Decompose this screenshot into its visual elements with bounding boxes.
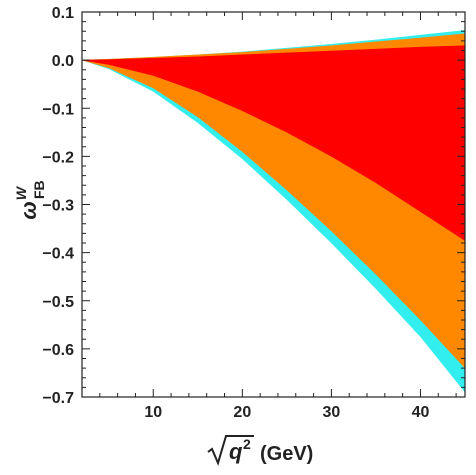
sqrt-symbol (207, 435, 254, 466)
y-tick-label: −0.5 (42, 294, 74, 311)
y-tick-label: −0.3 (42, 198, 74, 215)
y-axis-label: ωW FB (13, 180, 47, 219)
x-tick-label: 30 (322, 404, 340, 421)
y-tick-label: −0.7 (42, 390, 74, 407)
x-axis-label-base: q (229, 439, 243, 464)
y-axis-label-base: ω (16, 201, 41, 219)
y-tick-label: 0.1 (52, 5, 74, 22)
x-tick-label: 10 (144, 404, 162, 421)
y-tick-label: −0.6 (42, 342, 74, 359)
y-axis-label-superscript: W (13, 185, 29, 200)
x-tick-label: 20 (233, 404, 251, 421)
y-tick-label: −0.4 (42, 246, 74, 263)
y-axis-label-subscript: FB (31, 180, 47, 199)
x-axis-label: q 2 (GeV) (207, 435, 313, 466)
x-axis-label-exponent: 2 (243, 436, 251, 452)
y-tick-label: 0.0 (52, 53, 74, 70)
axis-ticks: 10 20 30 40 0.1 0.0 −0.1 −0.2 −0.3 −0.4 −0.5 −0.6 −0… (42, 5, 465, 421)
band-areas (81, 30, 466, 393)
x-axis-label-unit: (GeV) (260, 443, 313, 465)
x-tick-label: 40 (412, 404, 430, 421)
y-tick-label: −0.2 (42, 149, 74, 166)
y-tick-label: −0.1 (42, 101, 74, 118)
